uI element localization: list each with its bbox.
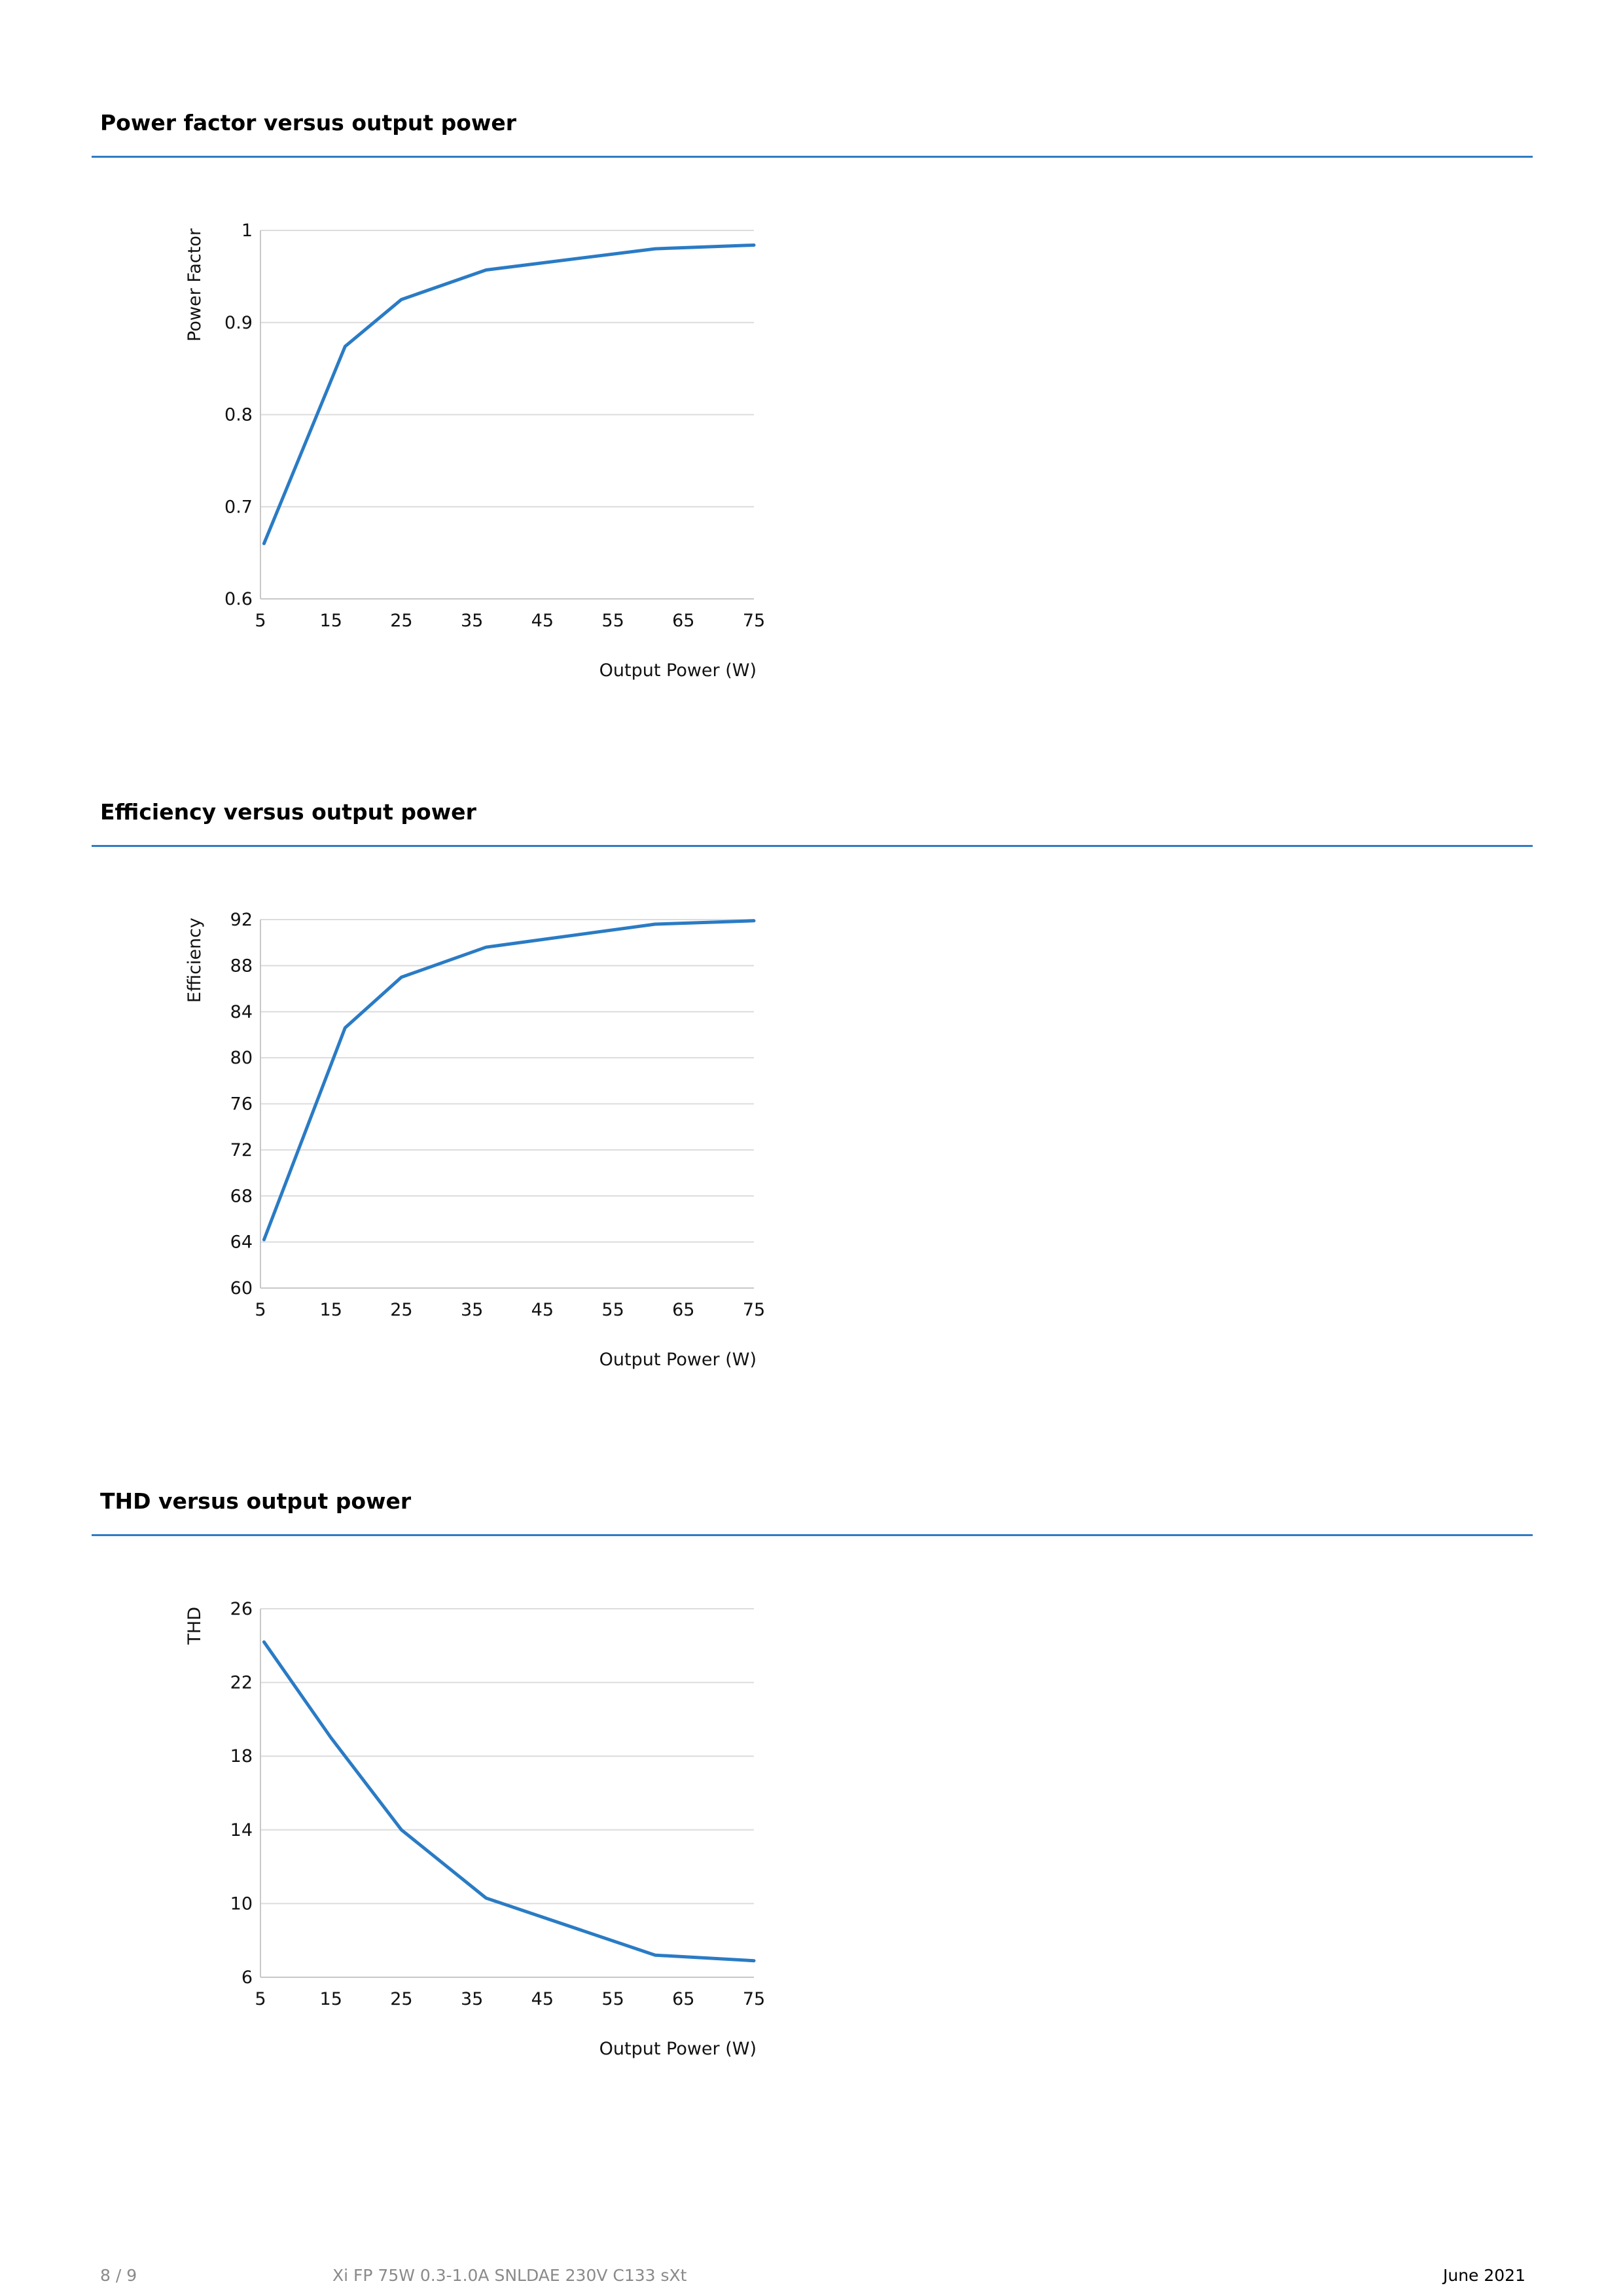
y-tick-label: 14 — [230, 1820, 253, 1840]
x-tick-label: 25 — [390, 1989, 412, 2009]
x-tick-label: 75 — [743, 1300, 765, 1320]
x-axis-title: Output Power (W) — [599, 660, 757, 681]
data-point — [654, 1954, 656, 1956]
x-tick-label: 45 — [531, 1989, 554, 2009]
x-tick-label: 25 — [390, 1300, 412, 1320]
section-divider — [92, 845, 1533, 847]
section-title: Power factor versus output power — [100, 110, 517, 135]
y-tick-label: 60 — [230, 1278, 253, 1299]
y-axis-title: Power Factor — [185, 228, 205, 342]
section-divider — [92, 1534, 1533, 1536]
data-point — [401, 299, 402, 300]
data-point — [753, 920, 755, 922]
series-line — [262, 919, 756, 1242]
product-name: Xi FP 75W 0.3-1.0A SNLDAE 230V C133 sXt — [332, 2266, 687, 2285]
x-tick-label: 65 — [672, 1989, 694, 2009]
y-axis-title: THD — [185, 1607, 205, 1645]
x-tick-label: 15 — [320, 1989, 342, 2009]
y-tick-label: 88 — [230, 956, 253, 976]
x-tick-label: 15 — [320, 611, 342, 631]
x-tick-label: 65 — [672, 611, 694, 631]
document-date: June 2021 — [1442, 2266, 1525, 2285]
x-axis-title: Output Power (W) — [599, 2039, 757, 2059]
y-tick-label: 80 — [230, 1048, 253, 1068]
x-tick-label: 25 — [390, 611, 412, 631]
x-tick-label: 5 — [255, 611, 266, 631]
x-tick-label: 45 — [531, 611, 554, 631]
section-divider — [92, 156, 1533, 158]
x-tick-label: 5 — [255, 1300, 266, 1320]
x-axis-title: Output Power (W) — [599, 1350, 757, 1370]
x-tick-label: 35 — [461, 1989, 483, 2009]
x-tick-label: 35 — [461, 1300, 483, 1320]
section-title: THD versus output power — [100, 1488, 412, 1514]
y-tick-label: 18 — [230, 1746, 253, 1767]
y-tick-label: 92 — [230, 910, 253, 930]
data-point — [344, 346, 346, 347]
y-tick-label: 68 — [230, 1186, 253, 1206]
y-tick-label: 1 — [241, 221, 253, 241]
x-tick-label: 35 — [461, 611, 483, 631]
x-tick-label: 55 — [601, 1989, 624, 2009]
data-point — [753, 1960, 755, 1962]
y-tick-label: 72 — [230, 1140, 253, 1160]
x-tick-label: 5 — [255, 1989, 266, 2009]
x-tick-label: 65 — [672, 1300, 694, 1320]
x-tick-label: 15 — [320, 1300, 342, 1320]
y-tick-label: 64 — [230, 1232, 253, 1253]
efficiency-chart: 60 64 68 72 76 80 84 88 92 5 15 25 35 45 55 65 75 Output … — [185, 910, 765, 1370]
y-tick-label: 84 — [230, 1002, 253, 1022]
y-tick-label: 6 — [241, 1967, 253, 1988]
y-tick-label: 76 — [230, 1094, 253, 1115]
x-tick-label: 45 — [531, 1300, 554, 1320]
x-tick-label: 55 — [601, 611, 624, 631]
y-tick-label: 22 — [230, 1673, 253, 1693]
thd-chart: 6 10 14 18 22 26 5 15 25 35 45 55 65 75 Output Power (… — [185, 1599, 765, 2059]
x-tick-label: 55 — [601, 1300, 624, 1320]
y-tick-label: 0.8 — [224, 405, 253, 425]
y-tick-label: 0.6 — [224, 589, 253, 609]
y-tick-label: 26 — [230, 1599, 253, 1619]
data-point — [401, 1829, 402, 1831]
page-number: 8 / 9 — [100, 2266, 137, 2285]
y-axis-title: Efficiency — [185, 918, 205, 1003]
data-point — [654, 924, 656, 925]
y-tick-label: 0.7 — [224, 497, 253, 517]
y-tick-label: 0.9 — [224, 313, 253, 333]
section-title: Efficiency versus output power — [100, 799, 476, 825]
x-tick-label: 75 — [743, 611, 765, 631]
series-line — [262, 243, 756, 545]
y-tick-label: 10 — [230, 1893, 253, 1914]
x-tick-label: 75 — [743, 1989, 765, 2009]
series-line — [262, 1640, 756, 1963]
